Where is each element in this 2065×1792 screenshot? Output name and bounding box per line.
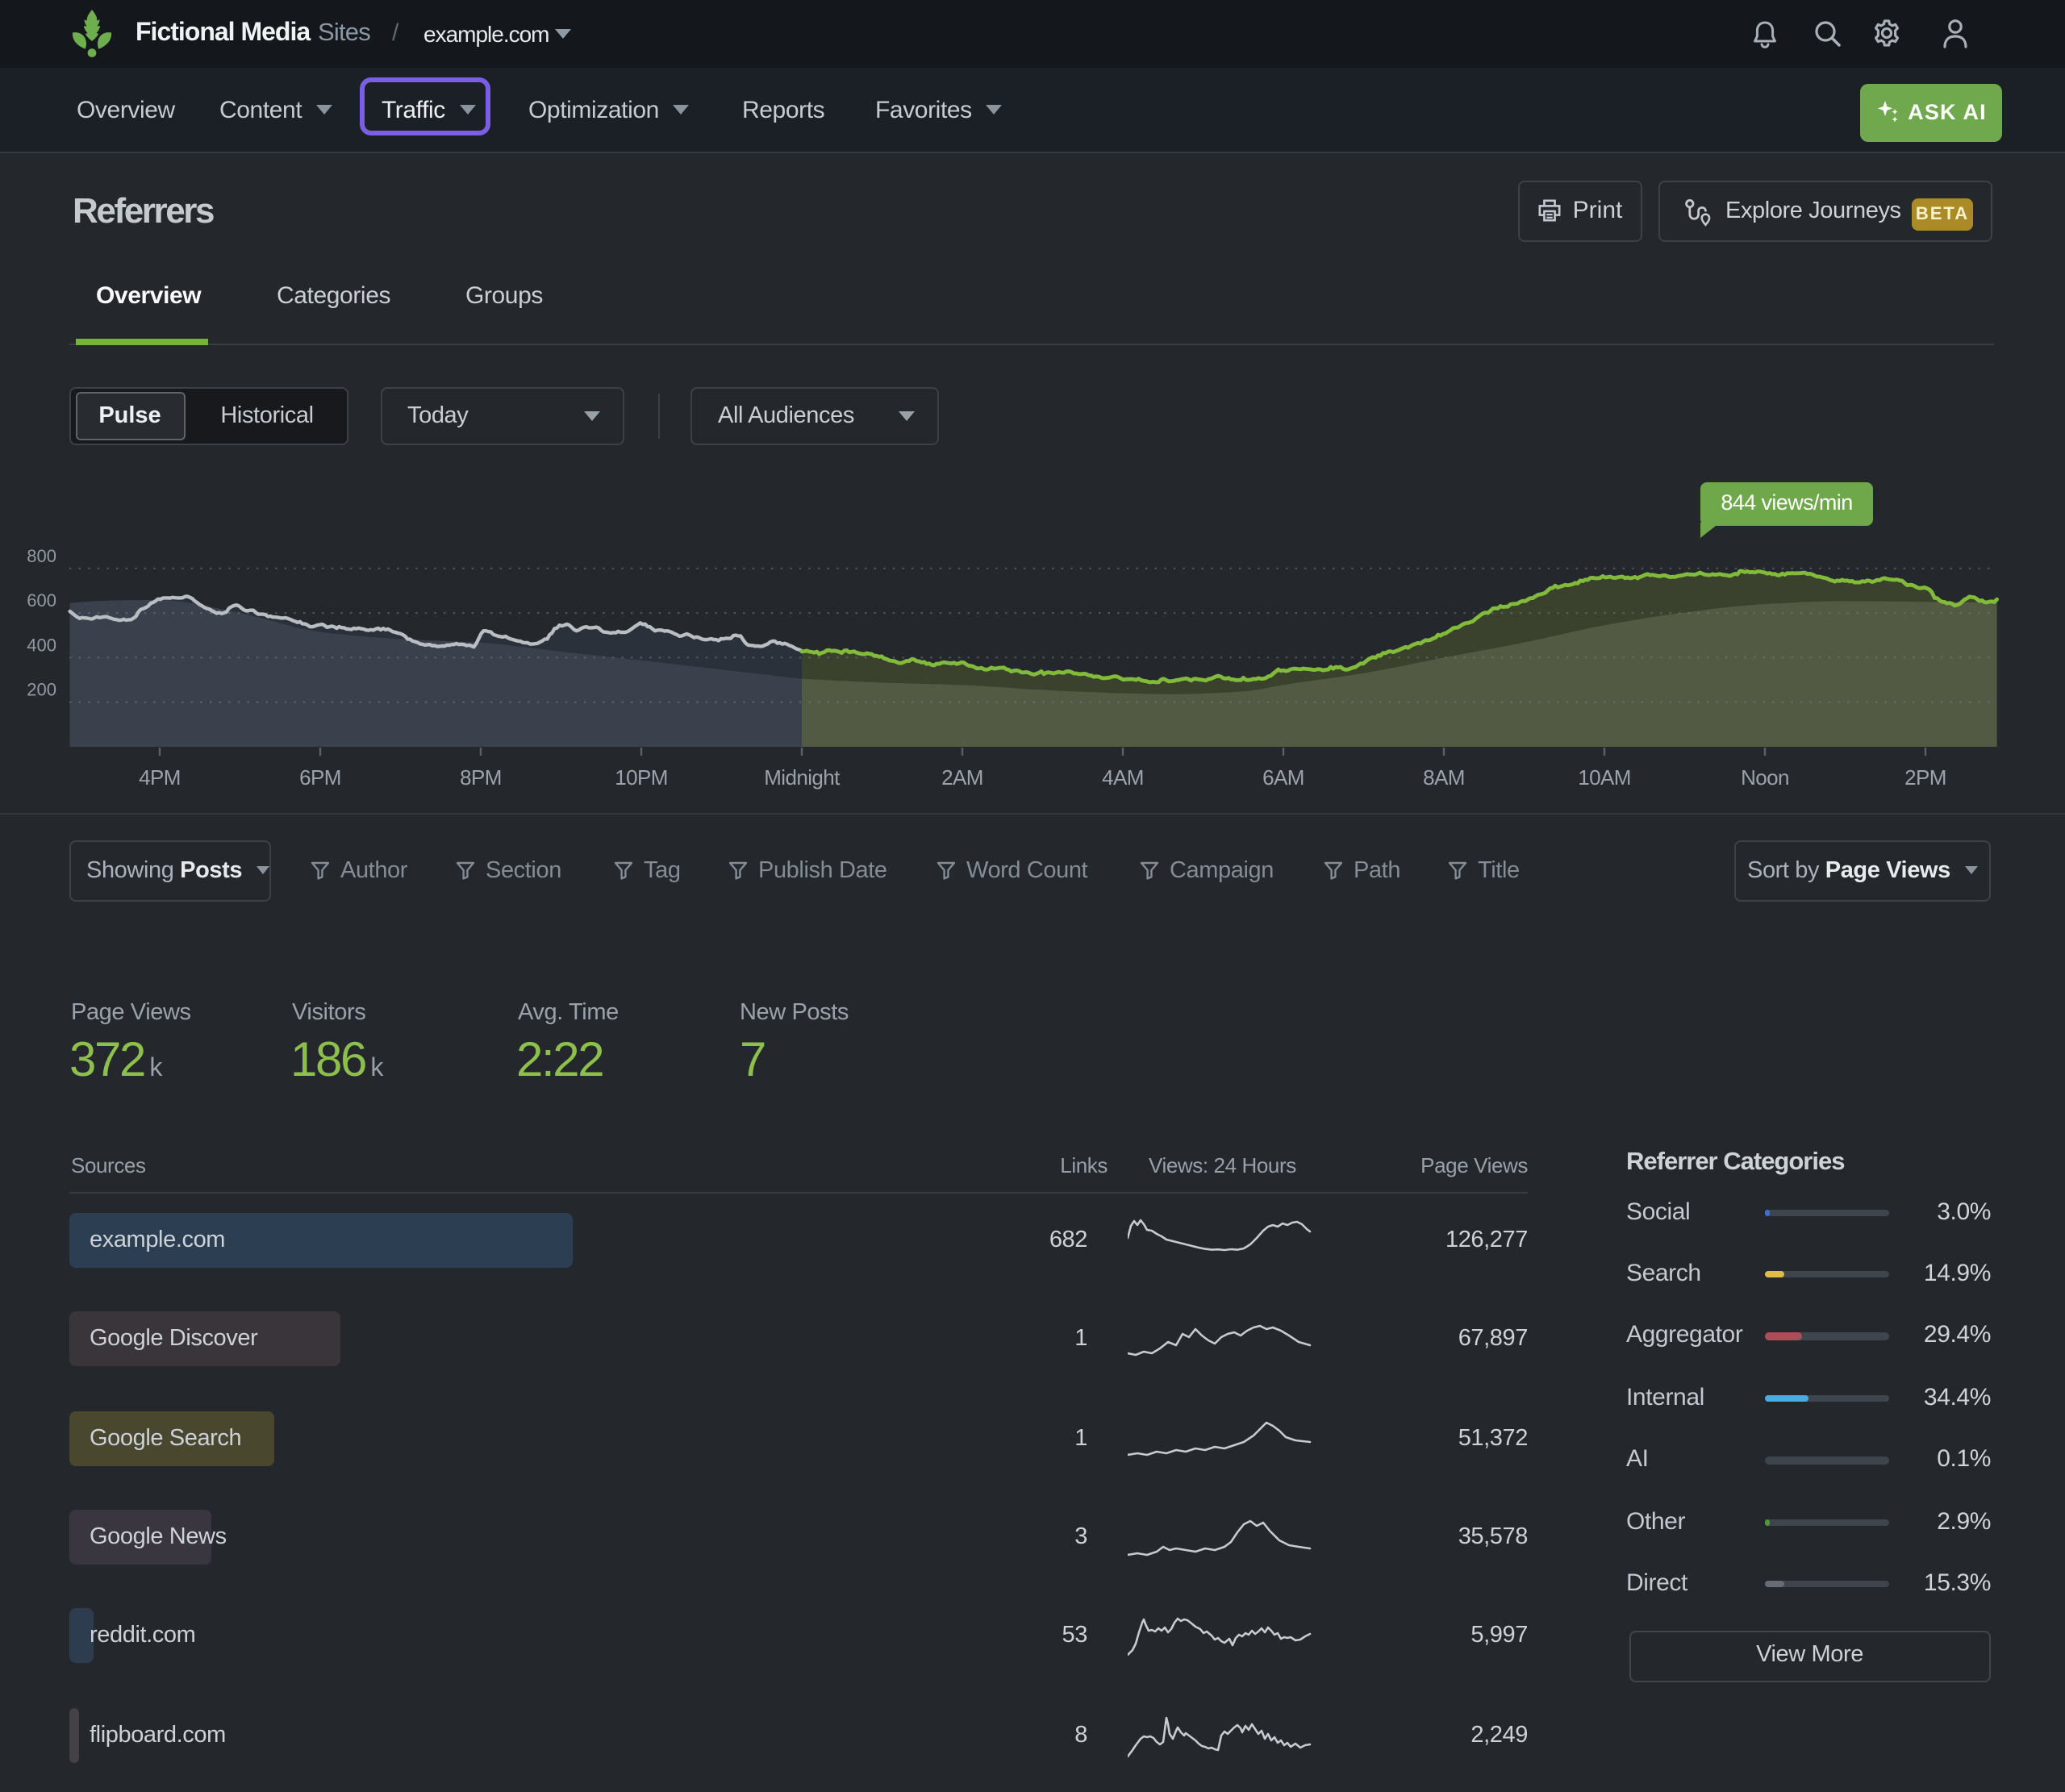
svg-text:6PM: 6PM	[299, 765, 341, 790]
svg-text:8AM: 8AM	[1423, 765, 1465, 790]
svg-text:10AM: 10AM	[1578, 765, 1631, 790]
svg-text:600: 600	[27, 590, 56, 611]
svg-text:800: 800	[27, 546, 56, 566]
svg-text:200: 200	[27, 680, 56, 700]
svg-text:8PM: 8PM	[460, 765, 502, 790]
svg-text:6AM: 6AM	[1262, 765, 1304, 790]
svg-text:2PM: 2PM	[1904, 765, 1946, 790]
svg-text:2AM: 2AM	[941, 765, 983, 790]
svg-text:10PM: 10PM	[615, 765, 668, 790]
svg-text:400: 400	[27, 635, 56, 655]
svg-text:Noon: Noon	[1741, 765, 1789, 790]
svg-text:4AM: 4AM	[1102, 765, 1144, 790]
svg-text:Midnight: Midnight	[764, 765, 841, 790]
svg-text:4PM: 4PM	[139, 765, 181, 790]
